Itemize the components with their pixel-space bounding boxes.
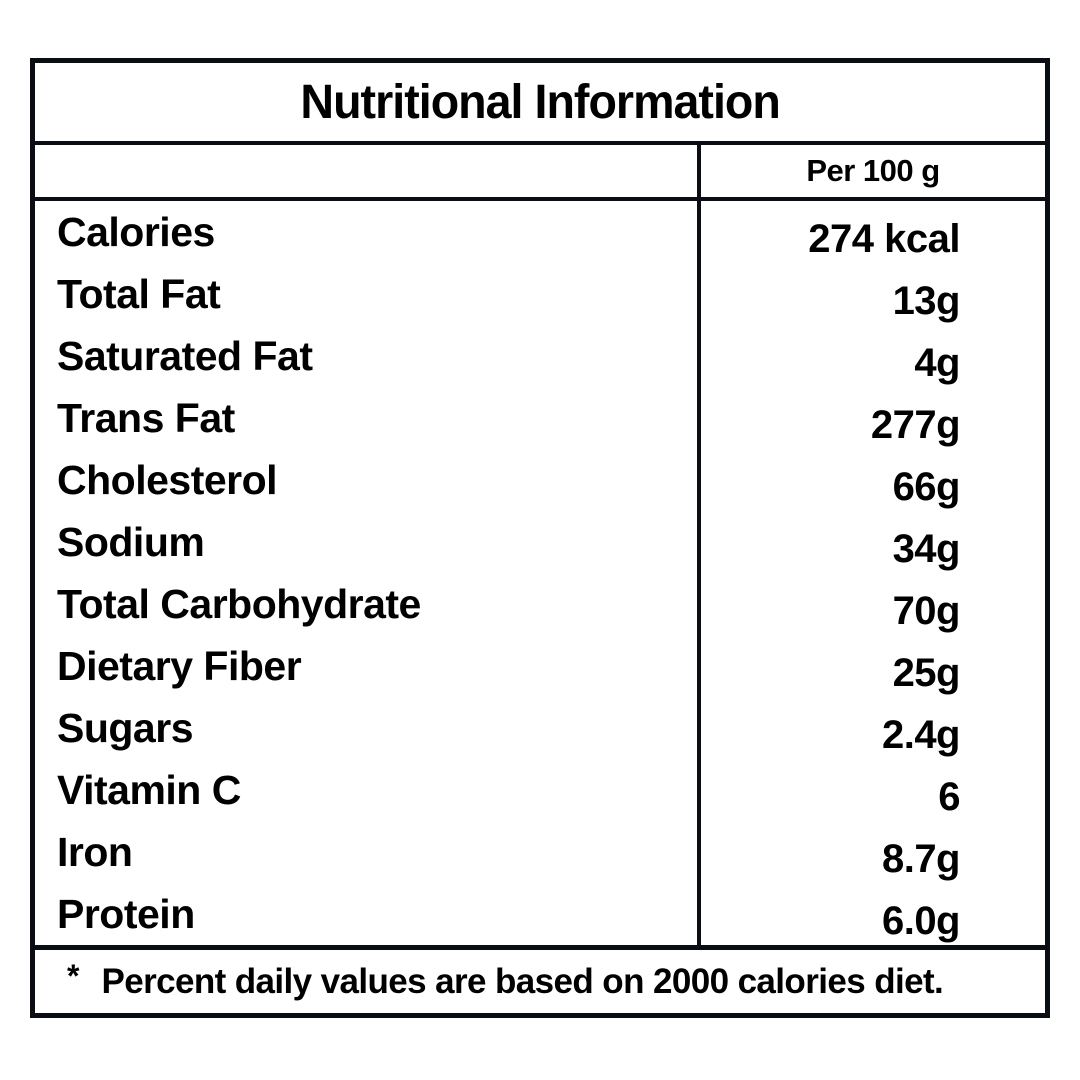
row-value-cell: 8.7g xyxy=(697,821,1045,883)
row-value: 70g xyxy=(892,588,961,633)
asterisk-marker: * xyxy=(67,958,80,994)
row-value: 66g xyxy=(892,464,961,509)
row-value: 6 xyxy=(938,774,960,819)
table-row-total-fat: Total Fat 13g xyxy=(35,263,1045,325)
row-label: Trans Fat xyxy=(57,394,235,441)
row-value-cell: 34g xyxy=(697,511,1045,573)
table-row-iron: Iron 8.7g xyxy=(35,821,1045,883)
table-row-trans-fat: Trans Fat 277g xyxy=(35,387,1045,449)
table-row-sugars: Sugars 2.4g xyxy=(35,697,1045,759)
row-value-cell: 274 kcal xyxy=(697,201,1045,263)
row-value-cell: 4g xyxy=(697,325,1045,387)
table-row-total-carbohydrate: Total Carbohydrate 70g xyxy=(35,573,1045,635)
row-value-cell: 2.4g xyxy=(697,697,1045,759)
row-label: Sugars xyxy=(57,704,194,751)
row-value: 4g xyxy=(914,340,960,385)
row-value: 277g xyxy=(870,402,961,447)
row-value: 25g xyxy=(892,650,961,695)
header-value-cell: Per 100 g xyxy=(697,145,1045,197)
row-value: 8.7g xyxy=(881,836,961,881)
row-value-cell: 70g xyxy=(697,573,1045,635)
row-label: Dietary Fiber xyxy=(57,642,302,689)
horizontal-divider xyxy=(35,197,1045,201)
table-row-protein: Protein 6.0g xyxy=(35,883,1045,945)
table-row-dietary-fiber: Dietary Fiber 25g xyxy=(35,635,1045,697)
footnote-row: * Percent daily values are based on 2000… xyxy=(35,950,1045,1013)
row-label: Calories xyxy=(57,208,215,255)
row-value: 34g xyxy=(892,526,961,571)
row-value: 274 kcal xyxy=(808,216,960,261)
title-row: Nutritional Information xyxy=(35,63,1045,141)
row-value-cell: 13g xyxy=(697,263,1045,325)
table-row-sodium: Sodium 34g xyxy=(35,511,1045,573)
row-label: Cholesterol xyxy=(57,456,278,503)
table-row-saturated-fat: Saturated Fat 4g xyxy=(35,325,1045,387)
row-value-cell: 277g xyxy=(697,387,1045,449)
row-label: Sodium xyxy=(57,518,205,565)
table-row-vitamin-c: Vitamin C 6 xyxy=(35,759,1045,821)
table-body: Calories 274 kcal Total Fat 13g Saturate… xyxy=(35,201,1045,945)
row-label: Total Carbohydrate xyxy=(57,580,421,627)
nutrition-facts-table: Nutritional Information Per 100 g Calori… xyxy=(30,58,1050,1018)
row-label: Saturated Fat xyxy=(57,332,313,379)
row-value-cell: 25g xyxy=(697,635,1045,697)
header-empty-cell xyxy=(35,145,697,197)
row-label: Vitamin C xyxy=(57,766,241,813)
horizontal-divider xyxy=(35,945,1045,950)
column-header-per-100g: Per 100 g xyxy=(806,153,940,188)
row-value: 6.0g xyxy=(881,898,961,943)
row-value: 13g xyxy=(892,278,961,323)
table-row-cholesterol: Cholesterol 66g xyxy=(35,449,1045,511)
row-label: Protein xyxy=(57,890,195,937)
row-value: 2.4g xyxy=(881,712,961,757)
row-label: Total Fat xyxy=(57,270,221,317)
table-header-row: Per 100 g xyxy=(35,145,1045,197)
row-value-cell: 66g xyxy=(697,449,1045,511)
footnote-text: Percent daily values are based on 2000 c… xyxy=(101,961,944,1001)
horizontal-divider xyxy=(35,141,1045,145)
row-value-cell: 6 xyxy=(697,759,1045,821)
page-title: Nutritional Information xyxy=(300,75,780,129)
table-row-calories: Calories 274 kcal xyxy=(35,201,1045,263)
row-value-cell: 6.0g xyxy=(697,883,1045,945)
row-label: Iron xyxy=(57,828,133,875)
